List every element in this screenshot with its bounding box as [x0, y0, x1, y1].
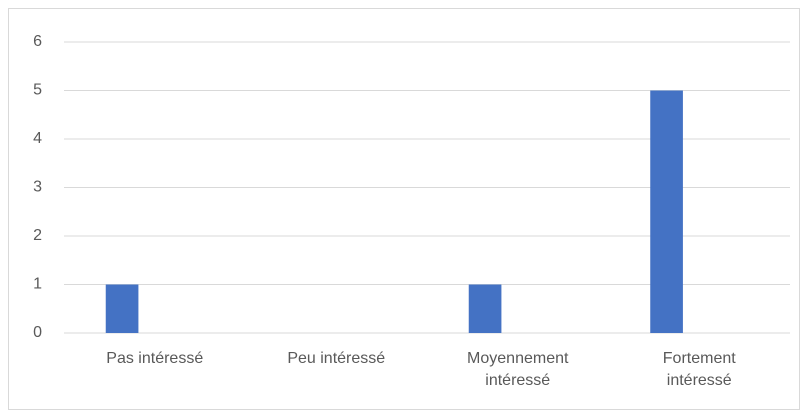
x-tick-label: Fortement intéressé	[662, 350, 736, 389]
y-tick-label: 3	[33, 179, 42, 196]
x-tick-label: Peu intéressé	[287, 350, 386, 367]
x-tick-label: Moyennement intéressé	[467, 350, 569, 389]
y-tick-label: 0	[33, 324, 42, 341]
y-tick-label: 5	[33, 82, 42, 99]
bar	[650, 90, 683, 333]
y-tick-label: 2	[33, 227, 42, 244]
y-tick-label: 4	[33, 130, 42, 147]
bar	[468, 284, 502, 333]
y-tick-label: 6	[33, 33, 42, 50]
x-tick-label: Pas intéressé	[106, 350, 204, 367]
bar	[105, 284, 139, 333]
y-tick-label: 1	[33, 276, 42, 293]
